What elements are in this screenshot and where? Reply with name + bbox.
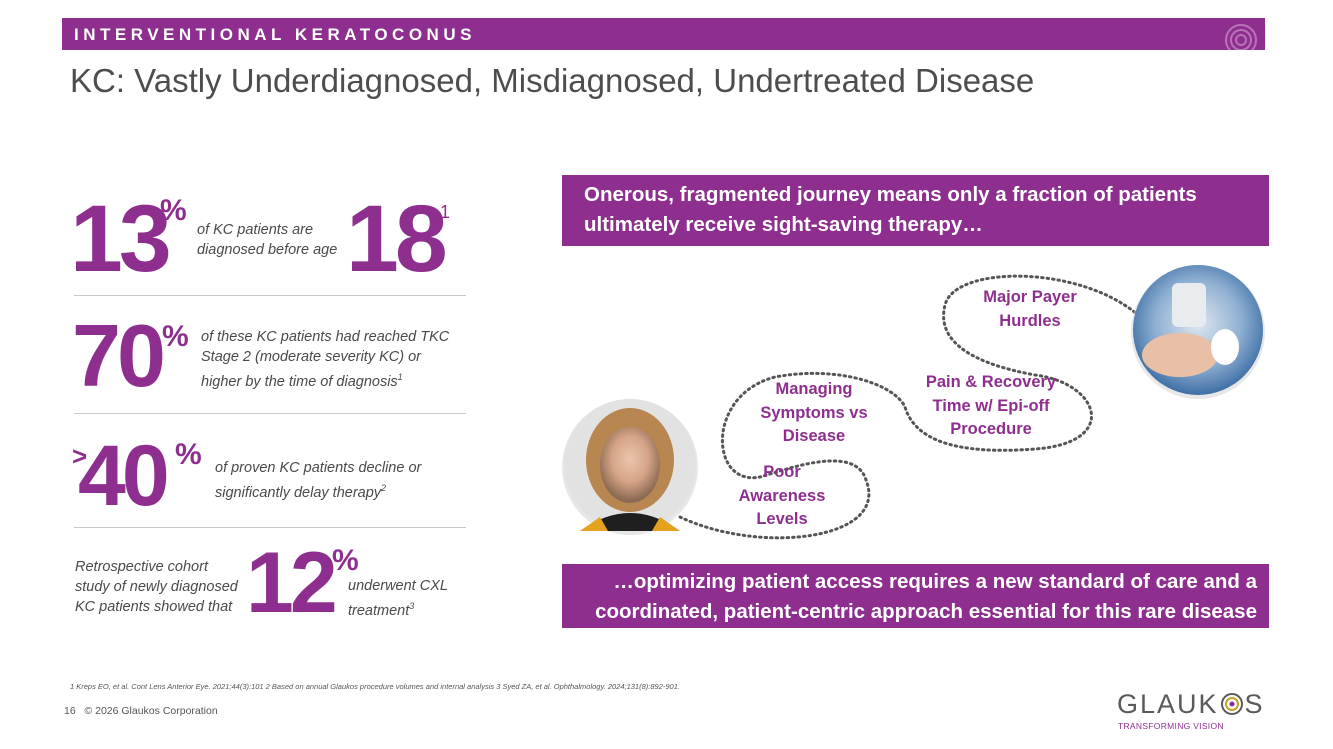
stat4-number: 12 xyxy=(246,535,338,631)
divider xyxy=(74,527,466,528)
glaukos-logo: GLAUK S xyxy=(1117,689,1265,719)
patient-photo xyxy=(562,399,698,535)
top-banner-line: Onerous, fragmented journey means only a… xyxy=(584,183,1197,206)
header-band-label: INTERVENTIONAL KERATOCONUS xyxy=(74,25,476,44)
logo-tagline: TRANSFORMING VISION xyxy=(1118,721,1224,731)
footer: 16 © 2026 Glaukos Corporation xyxy=(64,705,218,717)
stat1-text: of KC patients are diagnosed before age xyxy=(197,222,338,258)
patient-journey-graphic xyxy=(562,265,1265,540)
stat1-number: 13 xyxy=(70,186,172,292)
stat3-number: 40 xyxy=(78,428,170,524)
stat4-text: underwent CXL treatment3 xyxy=(348,578,448,619)
journey-step-poor-awareness: Poor Awareness Levels xyxy=(738,463,826,528)
stat1-percent: % xyxy=(160,194,187,227)
journey-step-payer-hurdles: Major Payer Hurdles xyxy=(983,288,1077,330)
bottom-banner: …optimizing patient access requires a ne… xyxy=(562,564,1269,628)
stat1-ref: 1 xyxy=(440,202,451,222)
top-banner: Onerous, fragmented journey means only a… xyxy=(562,175,1269,246)
journey-step-managing-symptoms: Managing Symptoms vs Disease xyxy=(760,380,868,445)
stat4-lead-text: Retrospective cohort study of newly diag… xyxy=(75,559,238,615)
header-band: INTERVENTIONAL KERATOCONUS xyxy=(62,18,1265,50)
stat2-percent: % xyxy=(162,320,189,353)
footnotes: 1 Kreps EO, et al. Cont Lens Anterior Ey… xyxy=(70,682,680,691)
divider xyxy=(74,413,466,414)
journey-step-pain-recovery: Pain & Recovery Time w/ Epi-off Procedure xyxy=(925,373,1057,438)
procedure-photo xyxy=(1131,265,1265,399)
copyright: © 2026 Glaukos Corporation xyxy=(84,705,218,717)
bottom-banner-line: coordinated, patient-centric approach es… xyxy=(595,600,1257,623)
stat4-percent: % xyxy=(332,544,359,577)
page-title: KC: Vastly Underdiagnosed, Misdiagnosed,… xyxy=(70,62,1035,99)
divider xyxy=(74,295,466,296)
top-banner-line: ultimately receive sight-saving therapy… xyxy=(584,213,983,236)
stat1-age: 18 xyxy=(346,186,448,292)
stat3-text: of proven KC patients decline or signifi… xyxy=(215,460,422,501)
stat2-text: of these KC patients had reached TKC Sta… xyxy=(201,329,450,390)
concentric-circles-icon xyxy=(1225,24,1257,50)
stat3-prefix: > xyxy=(72,441,88,471)
bottom-banner-line: …optimizing patient access requires a ne… xyxy=(613,570,1257,593)
page-number: 16 xyxy=(64,705,76,717)
stat3-percent: % xyxy=(175,438,202,471)
stat2-number: 70 xyxy=(72,306,166,405)
eye-icon xyxy=(1220,693,1243,715)
